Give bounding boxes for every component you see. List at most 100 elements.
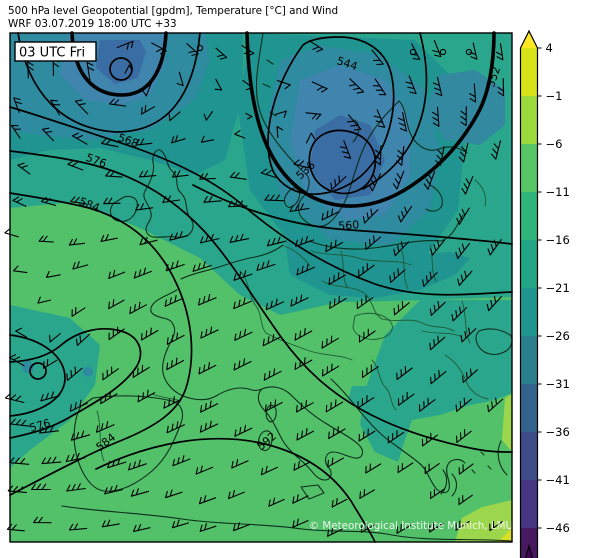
wind-barb bbox=[418, 397, 436, 412]
wind-barb bbox=[69, 196, 87, 205]
geopotential-contours bbox=[9, 32, 513, 543]
border-line bbox=[96, 410, 105, 462]
coastline bbox=[73, 395, 184, 492]
low-center-contour bbox=[29, 362, 47, 380]
colorbar-tick-label: −41 bbox=[546, 473, 570, 487]
map-frame bbox=[9, 32, 513, 543]
wind-barb bbox=[9, 457, 30, 465]
wind-barb bbox=[432, 76, 443, 97]
wind-barb bbox=[135, 138, 153, 146]
wind-barb bbox=[368, 173, 382, 192]
wind-barb bbox=[10, 418, 31, 427]
wind-barb bbox=[392, 170, 405, 190]
colorbar-tick-label: −21 bbox=[546, 281, 570, 295]
wind-barb bbox=[321, 363, 340, 377]
wind-barb bbox=[455, 520, 470, 531]
wind-barb bbox=[486, 295, 502, 312]
wind-barb bbox=[86, 61, 95, 81]
wind-barb bbox=[328, 426, 346, 440]
wind-barb bbox=[43, 358, 58, 369]
wind-barb bbox=[169, 231, 189, 241]
wind-barb bbox=[265, 298, 285, 311]
wind-barb bbox=[214, 78, 223, 91]
wind-barb bbox=[101, 519, 120, 528]
coastline bbox=[255, 32, 400, 228]
temp-region bbox=[360, 300, 512, 462]
wind-barb bbox=[192, 261, 212, 272]
wind-barb bbox=[49, 332, 61, 343]
wind-barb bbox=[229, 233, 250, 243]
wind-barb bbox=[104, 484, 123, 495]
contour-line bbox=[9, 106, 513, 296]
wind-barb bbox=[260, 168, 279, 179]
coastline bbox=[451, 473, 458, 497]
wind-barb bbox=[163, 396, 182, 409]
coastline bbox=[109, 195, 138, 222]
wind-barb bbox=[290, 294, 309, 307]
wind-barb bbox=[15, 327, 28, 338]
wind-barb bbox=[13, 265, 28, 274]
wind-barb bbox=[373, 109, 386, 128]
wind-barb bbox=[140, 327, 159, 341]
calm-wind-circle bbox=[465, 48, 473, 56]
contour-label: 560 bbox=[338, 218, 360, 232]
wind-barb bbox=[321, 208, 340, 221]
wind-barb bbox=[422, 271, 438, 287]
wind-barb bbox=[71, 132, 88, 145]
contour-line bbox=[9, 328, 142, 439]
wind-barb bbox=[346, 114, 362, 131]
border-line bbox=[381, 318, 455, 332]
wind-barb bbox=[4, 228, 19, 238]
wind-barb bbox=[199, 420, 219, 433]
wind-barb bbox=[40, 196, 57, 207]
wind-barb bbox=[100, 138, 119, 148]
wind-barb bbox=[108, 269, 126, 279]
wind-barb bbox=[458, 142, 469, 163]
wind-barb bbox=[325, 239, 344, 253]
colorbar-segment bbox=[520, 336, 538, 384]
contour-label: 544 bbox=[335, 54, 359, 73]
wind-barb bbox=[72, 261, 89, 270]
wind-barb bbox=[33, 516, 52, 524]
wind-barb bbox=[108, 299, 125, 310]
wind-barb bbox=[229, 171, 247, 180]
wind-barb bbox=[129, 301, 147, 315]
valid-time-label: 03 UTC Fri bbox=[19, 46, 85, 61]
border-line bbox=[306, 349, 353, 361]
geopotential-contours-bold bbox=[70, 31, 496, 208]
colorbar-tick-label: −31 bbox=[546, 377, 570, 391]
wind-barb bbox=[435, 146, 445, 166]
border-line bbox=[421, 330, 463, 338]
wind-barb bbox=[294, 357, 313, 370]
wind-barb bbox=[124, 64, 133, 74]
wind-barb bbox=[198, 495, 217, 505]
wind-barb bbox=[186, 43, 199, 56]
wind-barb bbox=[233, 358, 252, 371]
wind-barb bbox=[166, 357, 185, 371]
calm-wind-circle bbox=[439, 48, 447, 56]
border-line bbox=[340, 250, 348, 288]
wind-barb bbox=[139, 236, 158, 246]
wind-barb bbox=[293, 460, 311, 471]
wind-barb bbox=[71, 306, 86, 317]
wind-barb bbox=[132, 364, 150, 378]
contour-line bbox=[267, 36, 395, 195]
wind-barb bbox=[296, 263, 315, 276]
wind-barb bbox=[339, 140, 352, 159]
wind-barb bbox=[142, 82, 152, 97]
wind-barb bbox=[264, 194, 285, 202]
wind-barb bbox=[430, 239, 445, 256]
wind-barb bbox=[95, 421, 115, 433]
wind-barb bbox=[40, 391, 60, 402]
wind-barbs bbox=[4, 40, 505, 537]
wind-barb bbox=[200, 135, 215, 143]
border-line bbox=[429, 244, 437, 282]
coastline bbox=[330, 378, 466, 494]
colorbar-tick-label: −1 bbox=[546, 89, 563, 103]
border-line bbox=[239, 270, 267, 334]
wind-barb bbox=[105, 170, 123, 178]
coastline bbox=[61, 505, 512, 542]
border-line bbox=[265, 332, 308, 351]
wind-barb bbox=[361, 364, 379, 378]
